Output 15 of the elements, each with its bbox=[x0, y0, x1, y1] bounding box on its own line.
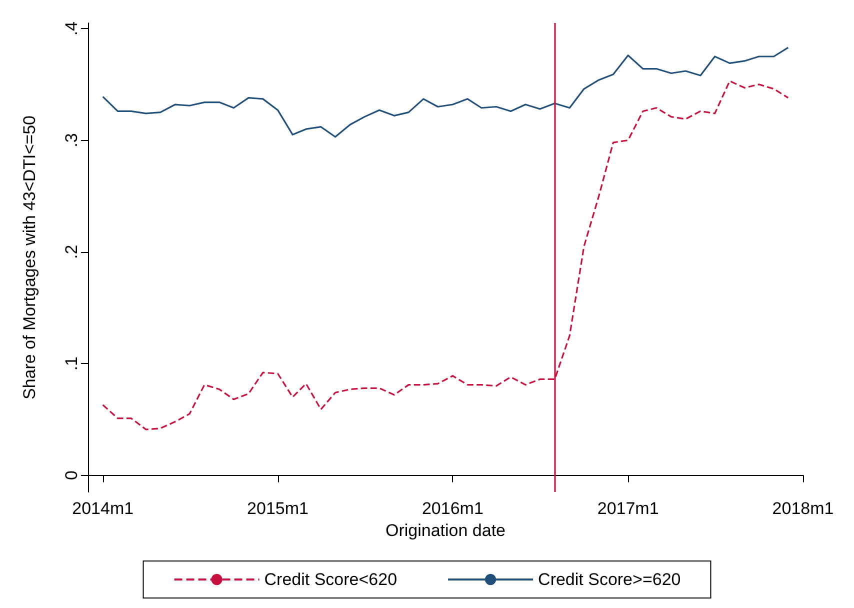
legend-label: Credit Score<620 bbox=[264, 570, 398, 589]
x-tick-label: 2014m1 bbox=[72, 499, 134, 518]
y-axis-title: Share of Mortgages with 43<DTI<=50 bbox=[20, 116, 39, 400]
x-tick-label: 2018m1 bbox=[772, 499, 834, 518]
y-tick-label: .2 bbox=[62, 244, 81, 260]
legend-label: Credit Score>=620 bbox=[538, 570, 681, 589]
y-tick-label: .4 bbox=[62, 21, 81, 36]
x-axis-title: Origination date bbox=[385, 521, 506, 540]
x-tick-label: 2016m1 bbox=[422, 499, 484, 518]
y-tick-label: .1 bbox=[62, 356, 81, 371]
x-tick-label: 2017m1 bbox=[597, 499, 659, 518]
y-tick-label: .3 bbox=[62, 133, 81, 148]
x-tick-label: 2015m1 bbox=[247, 499, 308, 518]
line-series bbox=[102, 46, 789, 138]
y-tick-label: 0 bbox=[62, 470, 81, 480]
